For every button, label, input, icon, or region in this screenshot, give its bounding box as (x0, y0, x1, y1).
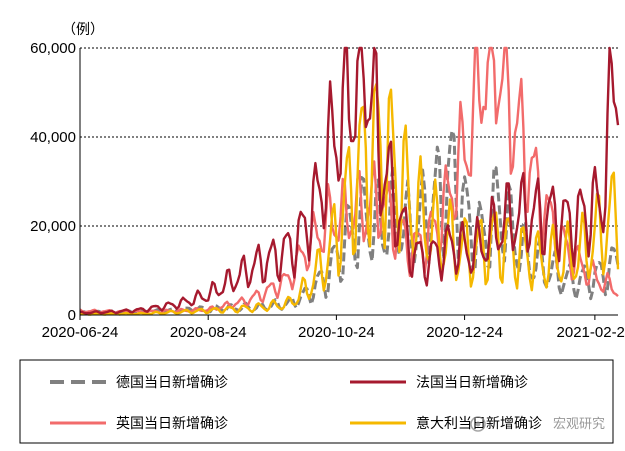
x-tick-label-4: 2021-02-24 (557, 324, 625, 341)
legend-label-france: 法国当日新增确诊 (416, 375, 528, 391)
x-tick-labels: 2020-06-24 2020-08-24 2020-10-24 2020-12-24… (42, 324, 625, 341)
legend-box (19, 359, 614, 444)
legend-entry-germany: 德国当日新增确诊 (50, 375, 228, 391)
y-tick-label-1: 20,000 (30, 218, 76, 235)
y-unit-label: （例） (62, 22, 104, 38)
y-tick-label-0: 0 (68, 307, 76, 324)
legend-entry-uk: 英国当日新增确诊 (50, 415, 228, 432)
axes (79, 48, 618, 320)
y-tick-label-2: 40,000 (30, 129, 76, 146)
watermark: 宏观研究 (470, 416, 605, 432)
x-tick-label-3: 2020-12-24 (426, 324, 503, 341)
x-tick-label-0: 2020-06-24 (42, 324, 119, 341)
legend-label-germany: 德国当日新增确诊 (116, 375, 228, 391)
x-tick-label-2: 2020-10-24 (298, 324, 375, 341)
watermark-logo-icon (470, 416, 486, 432)
y-tick-labels: 0 20,000 40,000 60,000 (30, 40, 76, 324)
legend-label-uk: 英国当日新增确诊 (116, 415, 228, 432)
x-tick-label-1: 2020-08-24 (170, 324, 247, 341)
legend: 德国当日新增确诊 法国当日新增确诊 英国当日新增确诊 意大利当日新增确诊 宏观研… (19, 359, 614, 444)
series-line-france (79, 46, 620, 315)
series-lines (79, 46, 620, 316)
watermark-logo-dot (475, 421, 481, 427)
legend-entry-france: 法国当日新增确诊 (350, 375, 528, 391)
series-line-italy (80, 83, 620, 316)
watermark-text: 宏观研究 (553, 417, 605, 432)
y-tick-label-3: 60,000 (30, 40, 76, 57)
gridlines (80, 47, 618, 227)
